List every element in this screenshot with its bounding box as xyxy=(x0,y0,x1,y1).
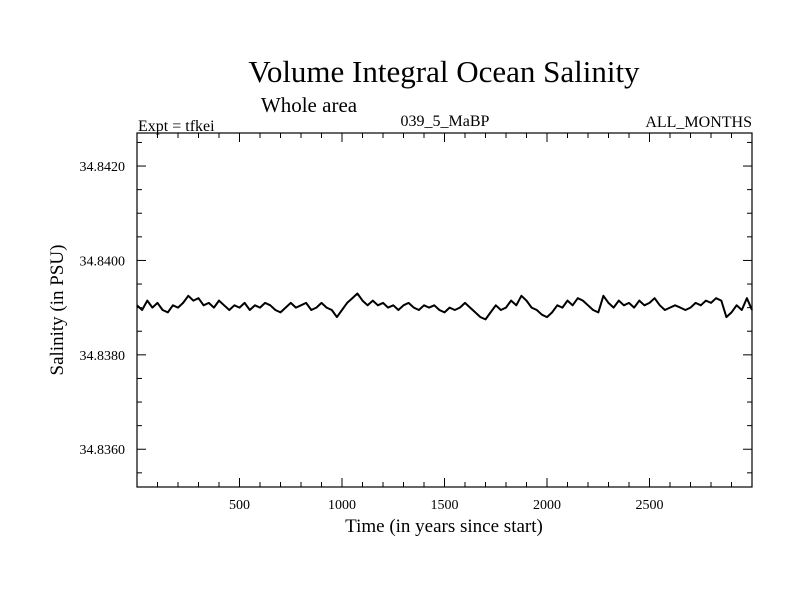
y-tick-label: 34.8420 xyxy=(80,160,126,175)
header-right-label: ALL_MONTHS xyxy=(645,114,752,131)
x-axis: 500 1000 1500 2000 2500 xyxy=(157,133,732,513)
salinity-series-line xyxy=(136,292,753,321)
x-tick-label: 2000 xyxy=(533,498,561,513)
chart-subtitle: Whole area xyxy=(261,93,358,117)
x-tick-label: 1500 xyxy=(431,498,459,513)
y-axis: 34.8360 34.8380 34.8400 34.8420 xyxy=(80,141,752,474)
chart-title: Volume Integral Ocean Salinity xyxy=(248,54,640,89)
x-tick-label: 2500 xyxy=(636,498,664,513)
y-tick-label: 34.8400 xyxy=(80,254,126,269)
y-tick-label: 34.8380 xyxy=(80,349,126,364)
x-axis-label: Time (in years since start) xyxy=(345,516,543,537)
x-tick-label: 1000 xyxy=(328,498,356,513)
y-tick-label: 34.8360 xyxy=(80,443,126,458)
header-left-label: Expt = tfkei xyxy=(138,118,215,135)
y-axis-label: Salinity (in PSU) xyxy=(47,245,68,376)
header-center-label: 039_5_MaBP xyxy=(401,113,490,130)
x-tick-label: 500 xyxy=(229,498,250,513)
